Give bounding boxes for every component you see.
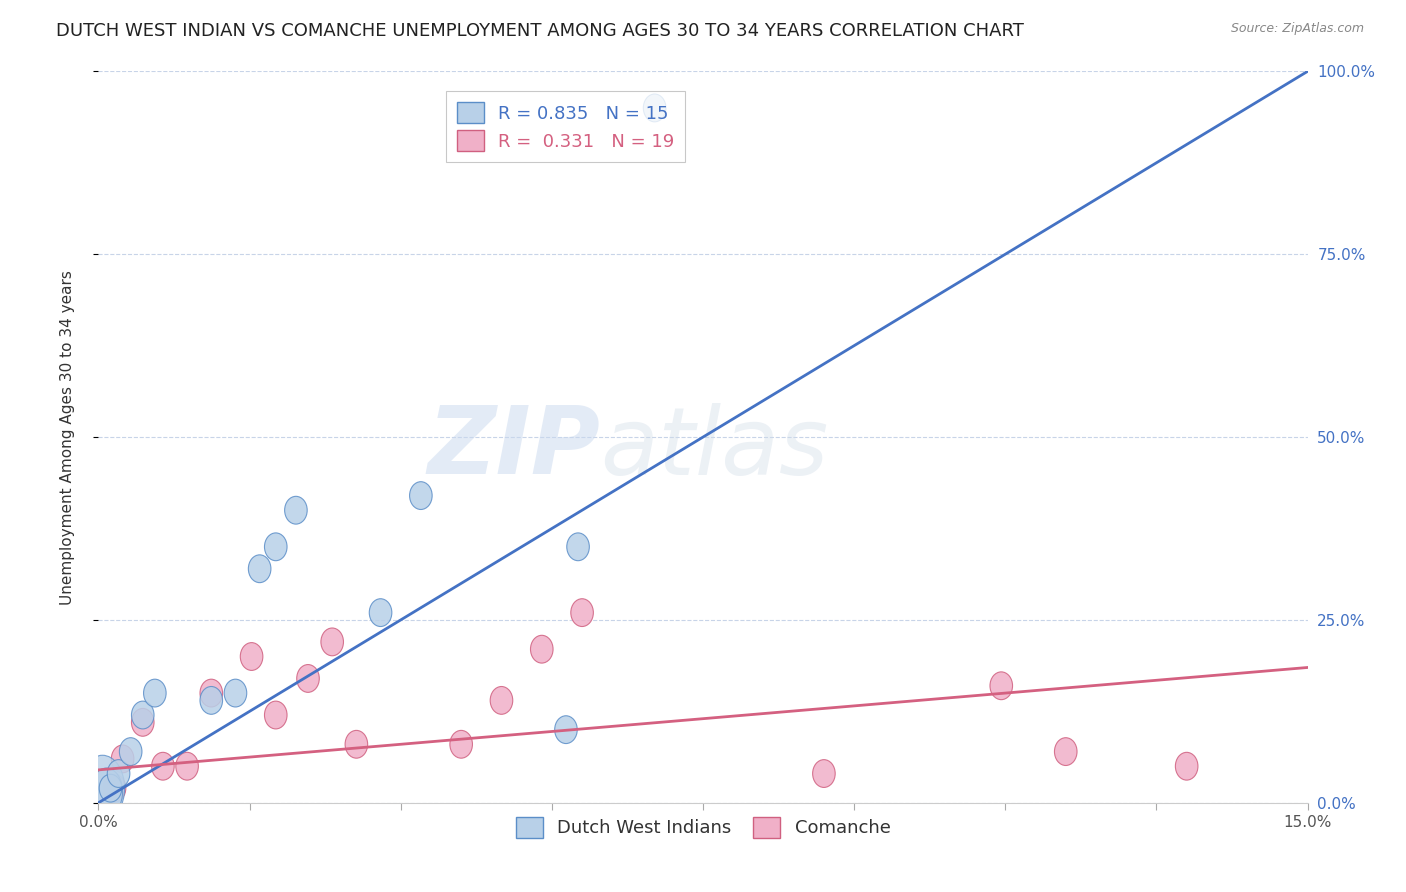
Ellipse shape: [107, 760, 129, 788]
Text: ZIP: ZIP: [427, 402, 600, 494]
Ellipse shape: [224, 679, 246, 707]
Legend: Dutch West Indians, Comanche: Dutch West Indians, Comanche: [509, 810, 897, 845]
Ellipse shape: [1175, 752, 1198, 780]
Ellipse shape: [249, 555, 271, 582]
Ellipse shape: [450, 731, 472, 758]
Text: DUTCH WEST INDIAN VS COMANCHE UNEMPLOYMENT AMONG AGES 30 TO 34 YEARS CORRELATION: DUTCH WEST INDIAN VS COMANCHE UNEMPLOYME…: [56, 22, 1024, 40]
Ellipse shape: [200, 687, 222, 714]
Ellipse shape: [297, 665, 319, 692]
Ellipse shape: [264, 701, 287, 729]
Y-axis label: Unemployment Among Ages 30 to 34 years: Unemployment Among Ages 30 to 34 years: [60, 269, 75, 605]
Ellipse shape: [132, 708, 155, 736]
Text: Source: ZipAtlas.com: Source: ZipAtlas.com: [1230, 22, 1364, 36]
Ellipse shape: [90, 768, 122, 815]
Text: atlas: atlas: [600, 402, 828, 493]
Ellipse shape: [80, 756, 125, 822]
Ellipse shape: [555, 715, 578, 744]
Ellipse shape: [491, 687, 513, 714]
Ellipse shape: [200, 679, 222, 707]
Ellipse shape: [264, 533, 287, 561]
Ellipse shape: [644, 94, 666, 122]
Ellipse shape: [567, 533, 589, 561]
Ellipse shape: [103, 774, 125, 802]
Ellipse shape: [120, 738, 142, 765]
Ellipse shape: [100, 774, 122, 802]
Ellipse shape: [370, 599, 392, 626]
Ellipse shape: [409, 482, 432, 509]
Ellipse shape: [132, 701, 155, 729]
Ellipse shape: [571, 599, 593, 626]
Ellipse shape: [990, 672, 1012, 699]
Ellipse shape: [152, 752, 174, 780]
Ellipse shape: [143, 679, 166, 707]
Ellipse shape: [530, 635, 553, 663]
Ellipse shape: [111, 745, 134, 772]
Ellipse shape: [240, 642, 263, 671]
Ellipse shape: [176, 752, 198, 780]
Ellipse shape: [1054, 738, 1077, 765]
Ellipse shape: [284, 496, 307, 524]
Ellipse shape: [813, 760, 835, 788]
Ellipse shape: [344, 731, 367, 758]
Ellipse shape: [321, 628, 343, 656]
